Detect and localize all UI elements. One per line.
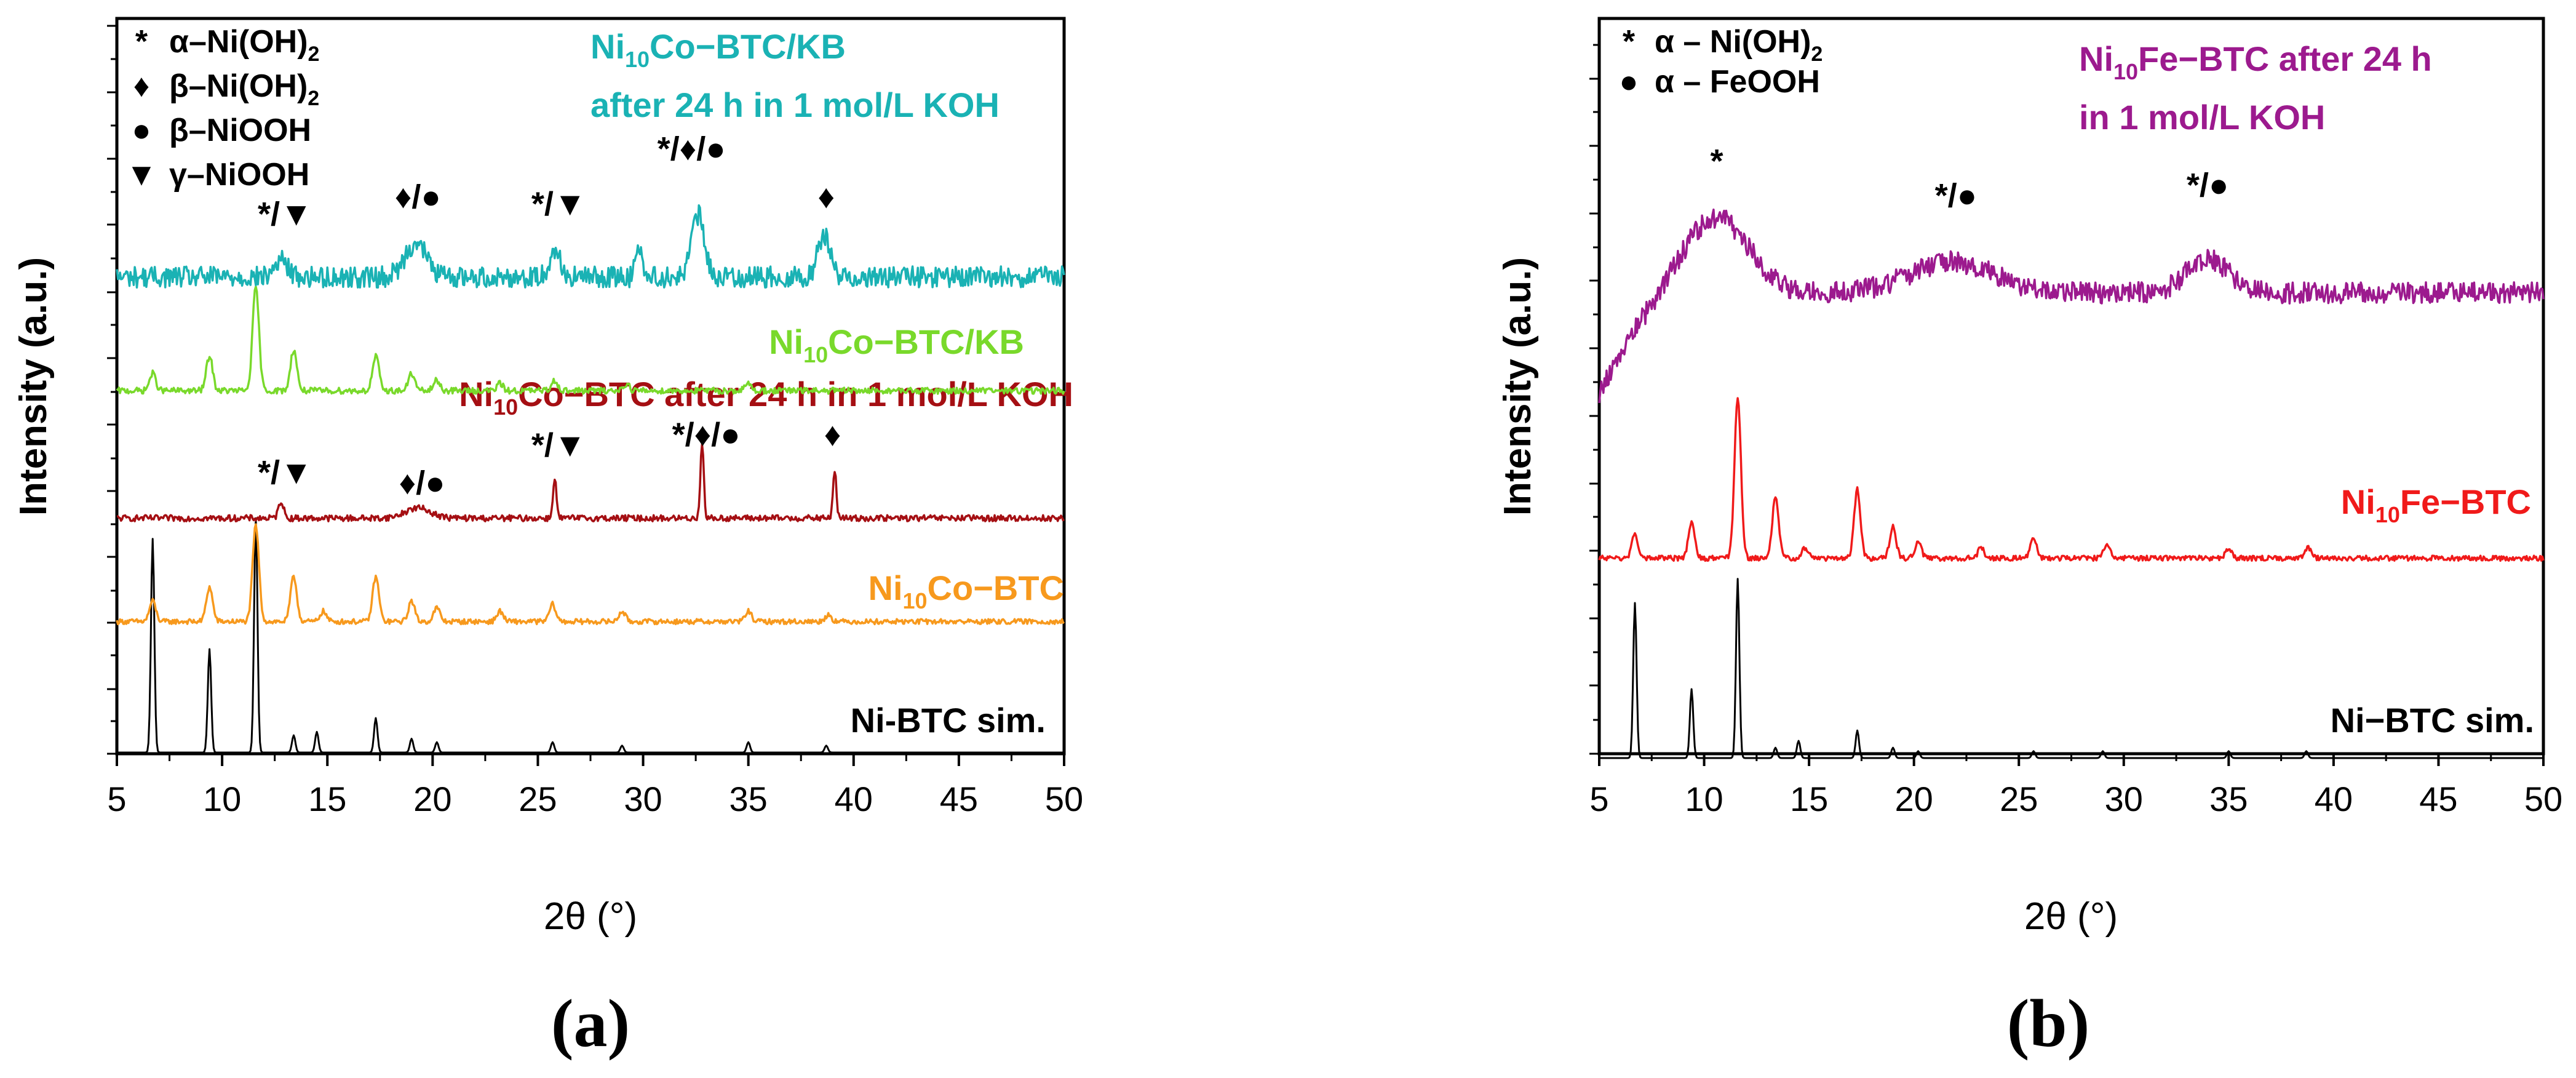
peak-annotation: */▼ — [258, 196, 312, 233]
legend-symbol: * — [1623, 24, 1636, 60]
peak-annotation: */▼ — [258, 454, 312, 491]
x-tick-label: 20 — [1895, 780, 1933, 818]
peak-annotation: ♦/● — [399, 465, 445, 501]
series-label: Ni10Co−BTC/KB — [769, 322, 1024, 367]
series-label: Ni10Fe−BTC after 24 h — [2079, 39, 2432, 84]
panel-a: 5 10 15 20 25 30 35 40 45 50 Ni-BTC sim. Ni10Co−BT… — [12, 17, 1083, 1061]
legend-label: β–NiOOH — [169, 113, 311, 148]
x-tick-label: 45 — [940, 780, 978, 818]
legend-symbol: ● — [1619, 64, 1638, 100]
panel-b-frame — [1597, 17, 2545, 756]
panel-a-legend: * α–Ni(OH)2 ♦ β–Ni(OH)2 ● β–NiOOH ▼ γ–NiOOH — [125, 24, 319, 193]
x-tick-label: 10 — [1685, 780, 1723, 818]
x-tick-label: 20 — [413, 780, 451, 818]
peak-annotation: ♦ — [824, 417, 841, 453]
x-tick-label: 50 — [1045, 780, 1083, 818]
series-line — [116, 523, 1065, 626]
series-line — [1598, 208, 2545, 404]
panel-b-xlabel: 2θ (°) — [2024, 895, 2118, 938]
series-line — [1599, 578, 2543, 759]
x-tick-label: 45 — [2419, 780, 2457, 818]
panel-a-axis-ticks: 5 10 15 20 25 30 35 40 45 50 — [107, 25, 1083, 818]
x-tick-label: 25 — [2000, 780, 2038, 818]
x-tick-label: 40 — [2315, 780, 2353, 818]
panel-b-ylabel: Intensity (a.u.) — [1497, 257, 1539, 516]
series-label: Ni10Co−BTC after 24 h in 1 mol/L KOH — [459, 375, 1073, 420]
legend-symbol: * — [135, 24, 148, 60]
x-tick-label: 5 — [1589, 780, 1608, 818]
x-tick-label: 15 — [308, 780, 346, 818]
x-tick-label: 35 — [2209, 780, 2248, 818]
panel-b-series: Ni−BTC sim. Ni10Fe−BTC Ni10Fe−BTC after 24… — [1598, 39, 2545, 759]
series-line — [116, 285, 1065, 395]
panel-b: 5 10 15 20 25 30 35 40 45 50 Ni−BTC sim. Ni10Fe−BT… — [1497, 17, 2562, 1061]
x-tick-label: 30 — [2105, 780, 2143, 818]
series-line — [116, 204, 1065, 289]
x-tick-label: 25 — [519, 780, 557, 818]
x-tick-label: 50 — [2524, 780, 2562, 818]
panel-b-axis-ticks: 5 10 15 20 25 30 35 40 45 50 — [1589, 44, 2562, 818]
panel-a-label: (a) — [551, 986, 630, 1061]
series-line — [1598, 397, 2545, 562]
panel-b-legend: * α – Ni(OH)2 ● α – FeOOH — [1619, 24, 1823, 100]
x-tick-label: 40 — [835, 780, 873, 818]
legend-label: β–Ni(OH)2 — [169, 68, 319, 110]
x-tick-label: 15 — [1790, 780, 1828, 818]
legend-label: α – Ni(OH)2 — [1655, 24, 1823, 66]
series-label: Ni-BTC sim. — [851, 701, 1046, 740]
peak-annotation: * — [1711, 143, 1723, 180]
peak-annotation: */♦/● — [672, 417, 741, 453]
legend-label: α–Ni(OH)2 — [169, 24, 319, 66]
legend-label: α – FeOOH — [1655, 64, 1820, 100]
series-line — [117, 517, 1064, 754]
series-label: Ni10Fe−BTC — [2341, 482, 2531, 527]
x-tick-label: 35 — [729, 780, 768, 818]
legend-symbol: ● — [132, 113, 151, 148]
peak-annotation: */● — [2187, 167, 2229, 204]
panel-a-ylabel: Intensity (a.u.) — [12, 257, 55, 516]
peak-annotation: */● — [1935, 177, 1978, 214]
x-tick-label: 5 — [107, 780, 126, 818]
legend-symbol: ▼ — [125, 157, 157, 193]
panel-b-label: (b) — [2007, 986, 2089, 1061]
legend-symbol: ♦ — [133, 68, 150, 104]
series-line — [116, 443, 1065, 522]
peak-annotation: */♦/● — [658, 130, 726, 167]
series-label: Ni10Co−BTC — [869, 569, 1065, 613]
peak-annotation: ♦/● — [395, 178, 441, 215]
x-tick-label: 30 — [624, 780, 662, 818]
series-label-line2: after 24 h in 1 mol/L KOH — [590, 86, 1000, 124]
series-label-line2: in 1 mol/L KOH — [2079, 98, 2325, 137]
panel-b-annotations: * */● */● — [1711, 143, 2229, 214]
series-label: Ni−BTC sim. — [2331, 701, 2534, 740]
panel-a-annotations: */▼ ♦/● */▼ */♦/● ♦ */▼ ♦/● */▼ */♦/● ♦ — [258, 130, 841, 501]
peak-annotation: */▼ — [531, 185, 586, 222]
panel-a-series: Ni-BTC sim. Ni10Co−BTC Ni10Co−BTC after 24… — [116, 27, 1073, 754]
peak-annotation: ♦ — [818, 178, 835, 215]
peak-annotation: */▼ — [531, 426, 586, 463]
legend-label: γ–NiOOH — [169, 157, 309, 193]
x-tick-label: 10 — [203, 780, 241, 818]
panel-a-xlabel: 2θ (°) — [544, 895, 637, 938]
series-label: Ni10Co−BTC/KB — [590, 27, 846, 72]
